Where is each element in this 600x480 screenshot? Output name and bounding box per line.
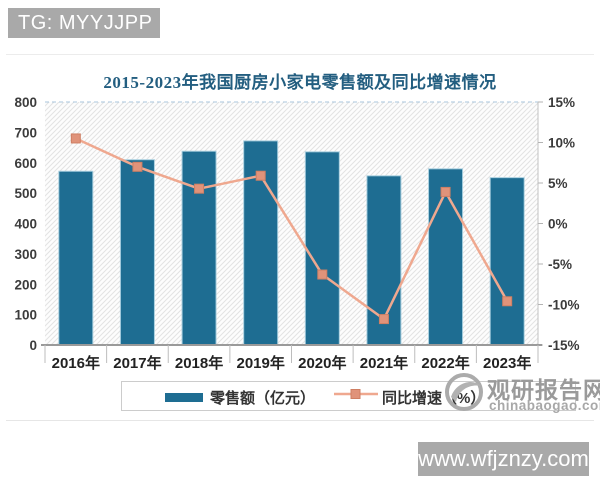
growth-marker-2023年 xyxy=(502,296,513,307)
growth-rate-line xyxy=(75,137,509,321)
bottom-badge-text: www.wfjznzy.com xyxy=(418,446,589,471)
x-axis-label-2018年: 2018年 xyxy=(175,354,223,372)
chart-panel: 2015-2023年我国厨房小家电零售额及同比增速情况 800 700 600 500… xyxy=(6,54,594,421)
left-axis-tick-label: 300 xyxy=(14,247,37,262)
right-axis-tick-label: 15% xyxy=(548,95,575,110)
growth-marker-2016年 xyxy=(70,133,81,144)
x-axis-label-2021年: 2021年 xyxy=(360,354,408,372)
bottom-watermark-badge: www.wfjznzy.com xyxy=(418,442,589,476)
chart-title: 2015-2023年我国厨房小家电零售额及同比增速情况 xyxy=(103,73,497,92)
watermark-logo-icon xyxy=(445,373,483,411)
x-axis-label-2017年: 2017年 xyxy=(113,354,161,372)
left-axis-tick-label: 700 xyxy=(14,125,37,140)
right-axis-tick-label: -5% xyxy=(548,257,572,272)
right-axis-tick-label: 10% xyxy=(548,136,575,151)
left-axis-tick-label: 400 xyxy=(14,217,37,232)
retail-sales-bar-2017年 xyxy=(119,159,155,346)
retail-sales-bar-2020年 xyxy=(304,151,340,346)
growth-marker-2019年 xyxy=(255,170,266,181)
top-watermark-badge: TG: MYYJJPP xyxy=(8,8,160,38)
legend-label-retail-sales: 零售额（亿元） xyxy=(210,390,316,407)
left-axis-tick-label: 100 xyxy=(14,308,37,323)
right-axis-tick-label: 5% xyxy=(548,176,568,191)
right-axis-tick-label: 0% xyxy=(548,217,568,232)
retail-sales-bar-2023年 xyxy=(489,177,525,346)
watermark-site-name: 观研报告网 xyxy=(487,377,600,403)
x-axis-label-2022年: 2022年 xyxy=(421,354,469,372)
x-axis-label-2019年: 2019年 xyxy=(237,354,285,372)
retail-sales-bar-2018年 xyxy=(181,150,217,346)
growth-marker-2018年 xyxy=(194,183,205,194)
growth-marker-2021年 xyxy=(378,314,389,325)
left-axis-tick-label: 200 xyxy=(14,277,37,292)
left-axis-tick-label: 600 xyxy=(14,156,37,171)
retail-sales-bar-2016年 xyxy=(58,170,94,346)
retail-sales-bar-2019年 xyxy=(243,140,279,346)
x-axis-label-2016年: 2016年 xyxy=(52,354,100,372)
left-axis-tick-label: 0 xyxy=(29,338,37,353)
right-axis-tick-label: -15% xyxy=(548,338,580,353)
legend-bar-swatch xyxy=(165,393,203,402)
legend-line-swatch xyxy=(334,389,378,399)
growth-marker-2022年 xyxy=(440,186,451,197)
top-badge-text: TG: MYYJJPP xyxy=(18,11,153,34)
x-axis-label-2023年: 2023年 xyxy=(483,354,531,372)
legend-label-growth-rate: 同比增速（%） xyxy=(382,390,486,407)
left-axis-tick-label: 500 xyxy=(14,186,37,201)
left-axis-tick-label: 800 xyxy=(14,95,37,110)
chart-legend: 零售额（亿元） 同比增速（%） xyxy=(121,381,576,411)
growth-marker-2017年 xyxy=(132,161,143,172)
combo-chart: 800 700 600 500 400 300 200 100 0 15% 10% 5% 0% -5% -1… xyxy=(14,95,580,372)
growth-marker-2020年 xyxy=(317,269,328,280)
watermark-site-domain: chinabaogao.com xyxy=(489,398,600,413)
site-watermark: 观研报告网 chinabaogao.com xyxy=(441,367,600,419)
retail-sales-bar-2022年 xyxy=(428,168,464,346)
right-axis-tick-label: -10% xyxy=(548,298,580,313)
x-axis-label-2020年: 2020年 xyxy=(298,354,346,372)
